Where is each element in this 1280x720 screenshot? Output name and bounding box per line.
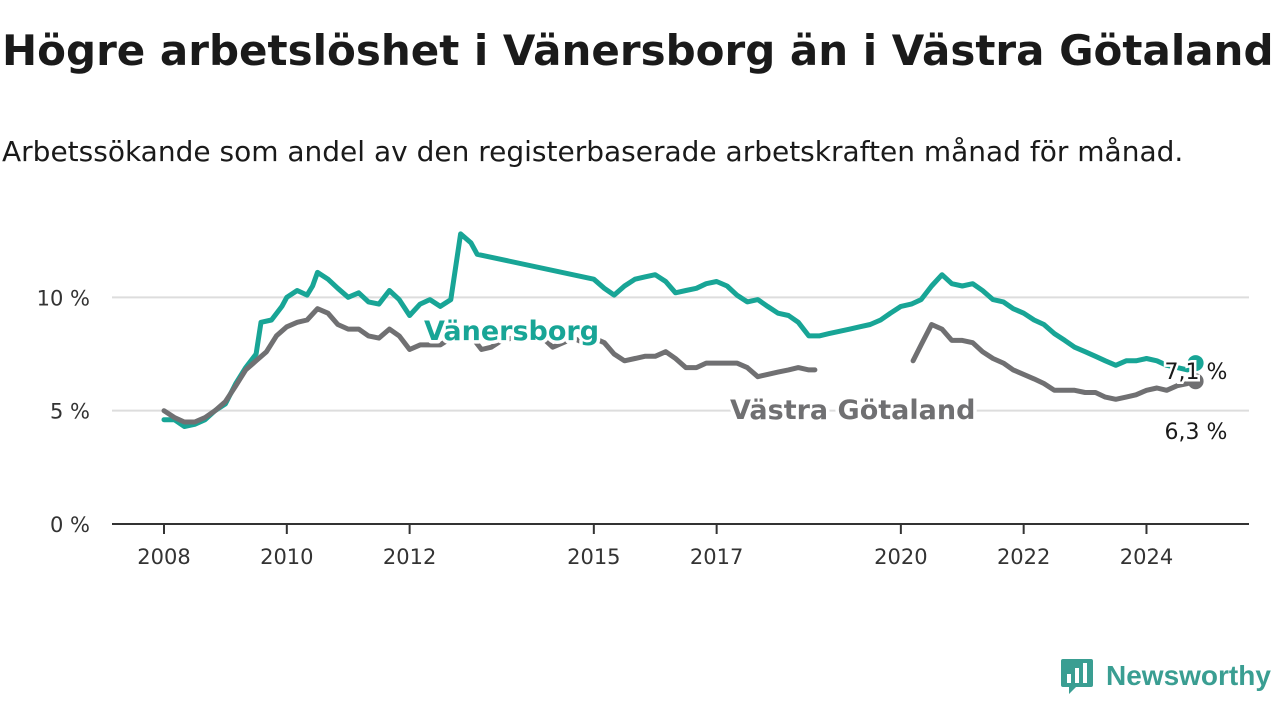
- x-tick-label: 2020: [874, 545, 927, 569]
- end-label-vastra-gotaland: 6,3 %: [1165, 420, 1228, 445]
- brand-name: Newsworthy: [1106, 660, 1271, 691]
- y-tick-label: 0 %: [50, 513, 90, 537]
- chart-title: Högre arbetslöshet i Vänersborg än i Väs…: [2, 26, 1274, 75]
- series-label-vastra-gotaland: Västra Götaland: [730, 395, 975, 426]
- newsworthy-logo-icon: [1061, 659, 1093, 694]
- x-tick-label: 2015: [567, 545, 620, 569]
- newsworthy-logo: Newsworthy: [1060, 656, 1271, 696]
- x-tick-label: 2012: [383, 545, 436, 569]
- series-line-vastra-gotaland: [161, 306, 818, 425]
- end-point-vastra-gotaland: [1187, 373, 1204, 390]
- chart-subtitle: Arbetssökande som andel av den registerb…: [2, 135, 1184, 168]
- end-point-vanersborg: [1187, 355, 1204, 372]
- x-tick-label: 2010: [260, 545, 313, 569]
- series-label-vanersborg: Vänersborg: [424, 316, 599, 347]
- x-tick-label: 2022: [997, 545, 1050, 569]
- y-tick-label: 5 %: [50, 400, 90, 424]
- series-line-vastra-gotaland: [910, 322, 1199, 402]
- series-line-vanersborg: [161, 231, 1199, 429]
- x-tick-label: 2024: [1120, 545, 1173, 569]
- end-label-vanersborg: 7,1 %: [1165, 360, 1228, 385]
- x-tick-label: 2008: [137, 545, 190, 569]
- y-tick-label: 10 %: [37, 286, 90, 310]
- x-tick-label: 2017: [690, 545, 743, 569]
